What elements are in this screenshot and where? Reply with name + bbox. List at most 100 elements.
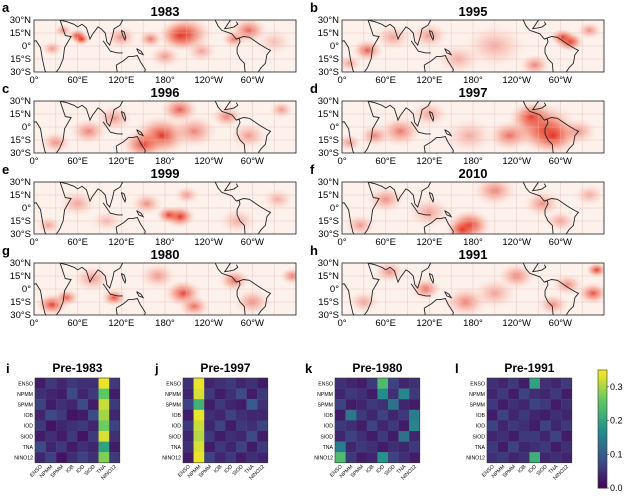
heatmap-cell	[193, 452, 205, 463]
panel-letter: k	[305, 361, 313, 376]
heatmap-cell	[388, 378, 399, 389]
coastline	[531, 20, 547, 30]
coastline	[428, 111, 435, 123]
panel-title: 1997	[459, 85, 488, 100]
lon-tick-label: 120°E	[108, 237, 134, 248]
heatmap-frame	[334, 377, 421, 464]
coastline	[410, 121, 431, 135]
heatmap-cell	[540, 431, 551, 442]
colorbar-segment	[598, 454, 607, 458]
heatmap-cell	[214, 452, 226, 463]
row-label: SIOD	[320, 434, 333, 440]
heatmap-cell	[518, 409, 530, 421]
col-label: SIOD	[384, 464, 397, 477]
heatmap-cell	[98, 388, 110, 400]
anomaly-blob	[577, 282, 604, 305]
heatmap-cell	[204, 431, 215, 442]
heatmap-cell	[214, 388, 226, 400]
colorbar-segment	[598, 460, 607, 463]
col-label: IOD	[375, 464, 386, 475]
heatmap-cell	[518, 431, 530, 442]
heatmap-cell	[335, 441, 346, 453]
heatmap-cell	[398, 452, 410, 463]
heatmap-cell	[518, 441, 530, 453]
coastline	[428, 192, 435, 204]
panel-title: Pre-1991	[504, 361, 554, 375]
heatmap-cell	[388, 420, 399, 432]
heatmap-cell	[56, 452, 67, 463]
lon-tick-label: 120°W	[194, 75, 223, 86]
heatmap-cell	[335, 409, 346, 421]
heatmap-cell	[398, 431, 410, 442]
coastline	[444, 291, 453, 299]
colorbar-segment	[598, 425, 607, 428]
anomaly-blob	[549, 28, 576, 47]
col-label: TNA	[244, 464, 256, 476]
heatmap-cell	[77, 378, 89, 389]
coastline	[34, 101, 72, 153]
heatmap-cell	[388, 399, 399, 410]
anomaly-blob	[373, 23, 413, 51]
panel-title: Pre-1983	[52, 361, 102, 375]
anomaly-blob	[170, 114, 219, 149]
heatmap-cell	[246, 420, 258, 432]
heatmap-cell	[98, 441, 110, 453]
map-field	[342, 101, 604, 153]
panel-letter: l	[455, 361, 459, 376]
heatmap-cell	[366, 388, 378, 400]
coastline	[236, 279, 272, 315]
coastline	[410, 202, 431, 216]
anomaly-blob	[229, 122, 268, 150]
coastline	[102, 283, 123, 297]
coastline	[120, 30, 127, 42]
heatmap-cell	[66, 420, 78, 432]
lon-tick-label: 60°E	[67, 156, 88, 167]
coastline	[423, 54, 454, 72]
row-label: NINO12	[14, 456, 33, 462]
coastline	[544, 36, 580, 72]
coastline	[136, 48, 145, 56]
heatmap-cell	[77, 399, 89, 410]
heatmap-cell	[487, 388, 498, 400]
lon-tick-label: 120°E	[416, 318, 442, 329]
coastline	[236, 198, 272, 234]
heatmap-cell	[497, 378, 509, 389]
heatmap-cell	[388, 388, 399, 400]
colorbar-segment	[598, 415, 607, 418]
heatmap-cell	[257, 441, 268, 453]
lat-tick-label: 15°S	[10, 135, 31, 146]
heatmap-cell	[225, 431, 237, 442]
colorbar-segment	[598, 434, 607, 438]
heatmap-cell	[409, 399, 420, 410]
heatmap-cell	[540, 441, 551, 453]
heatmap-cell	[98, 431, 110, 442]
panel-title: 1995	[459, 4, 488, 19]
heatmap-cell	[366, 452, 378, 463]
colorbar-segment	[598, 427, 607, 430]
heatmap-cell	[377, 420, 389, 432]
heatmap-cell	[529, 378, 541, 389]
coastline	[423, 135, 454, 153]
coastline	[444, 48, 453, 56]
heatmap-cell	[366, 378, 378, 389]
heatmap-cell	[236, 409, 247, 421]
heatmap-cell	[257, 420, 268, 432]
colorbar-tick-label: 0.1	[610, 449, 623, 459]
heatmap-cell	[45, 409, 57, 421]
anomaly-blob	[342, 133, 363, 152]
colorbar-segment	[598, 409, 607, 412]
heatmap-cell	[246, 452, 258, 463]
map-field	[34, 182, 296, 234]
heatmap-cell	[345, 452, 357, 463]
heatmap-cell	[398, 441, 410, 453]
colorbar-segment	[598, 397, 607, 400]
heatmap-cell	[561, 420, 572, 432]
row-label: SPMM	[165, 403, 181, 409]
lon-tick-label: 0°	[29, 318, 38, 329]
anomaly-blob	[551, 273, 584, 296]
lon-tick-label: 120°E	[108, 156, 134, 167]
heatmap-cell	[518, 388, 530, 400]
row-label: SIOD	[472, 434, 485, 440]
